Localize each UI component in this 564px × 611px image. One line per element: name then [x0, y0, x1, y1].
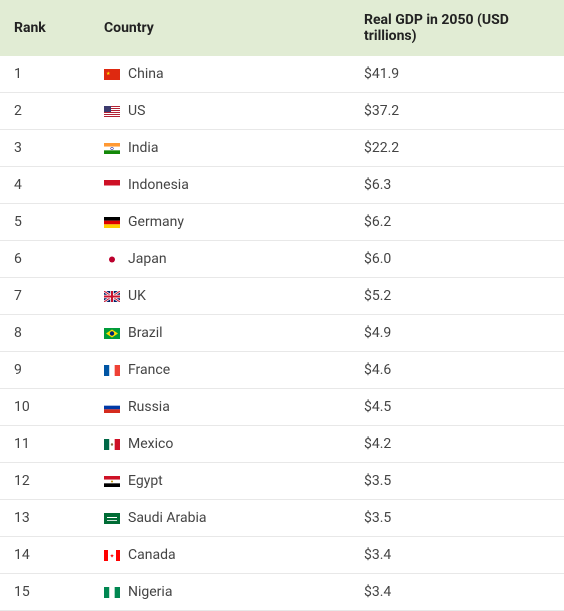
cell-rank: 10: [0, 389, 90, 426]
country-name: China: [128, 66, 164, 82]
cell-gdp: $6.2: [350, 204, 564, 241]
cell-country: Indonesia: [90, 167, 350, 204]
cell-country: ✦ Canada: [90, 537, 350, 574]
cell-rank: 2: [0, 93, 90, 130]
flag-gb-icon: [104, 291, 120, 302]
table-row: 4 Indonesia $6.3: [0, 167, 564, 204]
table-row: 6 Japan $6.0: [0, 241, 564, 278]
flag-ca-icon: ✦: [104, 550, 120, 561]
country-name: Egypt: [128, 473, 163, 489]
cell-rank: 6: [0, 241, 90, 278]
cell-country: India: [90, 130, 350, 167]
table-row: 8 Brazil $4.9: [0, 315, 564, 352]
cell-rank: 1: [0, 56, 90, 93]
flag-de-icon: [104, 217, 120, 228]
cell-rank: 5: [0, 204, 90, 241]
flag-id-icon: [104, 180, 120, 191]
cell-gdp: $6.3: [350, 167, 564, 204]
cell-country: France: [90, 352, 350, 389]
cell-gdp: $6.0: [350, 241, 564, 278]
cell-gdp: $4.2: [350, 426, 564, 463]
cell-rank: 13: [0, 500, 90, 537]
col-header-gdp: Real GDP in 2050 (USD trillions): [350, 0, 564, 56]
country-name: Russia: [128, 399, 170, 415]
table-row: 15 Nigeria $3.4: [0, 574, 564, 611]
country-name: Canada: [128, 547, 176, 563]
flag-br-icon: [104, 328, 120, 339]
country-name: Germany: [128, 214, 184, 230]
cell-country: Nigeria: [90, 574, 350, 611]
cell-gdp: $37.2: [350, 93, 564, 130]
cell-gdp: $4.9: [350, 315, 564, 352]
table-row: 7 UK $5.2: [0, 278, 564, 315]
country-name: France: [128, 362, 170, 378]
col-header-country: Country: [90, 0, 350, 56]
flag-ru-icon: [104, 402, 120, 413]
flag-jp-icon: [104, 254, 120, 265]
cell-country: UK: [90, 278, 350, 315]
table-row: 3 India $22.2: [0, 130, 564, 167]
table-row: 2 US $37.2: [0, 93, 564, 130]
cell-rank: 3: [0, 130, 90, 167]
cell-gdp: $3.5: [350, 500, 564, 537]
col-header-rank: Rank: [0, 0, 90, 56]
flag-us-icon: [104, 106, 120, 117]
flag-sa-icon: [104, 513, 120, 524]
cell-country: ★ China: [90, 56, 350, 93]
flag-in-icon: [104, 143, 120, 154]
cell-country: Mexico: [90, 426, 350, 463]
flag-cn-icon: ★: [104, 69, 120, 80]
cell-rank: 15: [0, 574, 90, 611]
cell-gdp: $22.2: [350, 130, 564, 167]
cell-gdp: $4.6: [350, 352, 564, 389]
country-name: Indonesia: [128, 177, 189, 193]
table-row: 13 Saudi Arabia $3.5: [0, 500, 564, 537]
cell-country: Egypt: [90, 463, 350, 500]
cell-country: Germany: [90, 204, 350, 241]
table-row: 11 Mexico $4.2: [0, 426, 564, 463]
cell-gdp: $4.5: [350, 389, 564, 426]
svg-text:✦: ✦: [109, 553, 114, 560]
cell-rank: 7: [0, 278, 90, 315]
table-row: 12 Egypt $3.5: [0, 463, 564, 500]
table-row: 9 France $4.6: [0, 352, 564, 389]
country-name: Saudi Arabia: [128, 510, 207, 526]
table-row: 14 ✦ Canada $3.4: [0, 537, 564, 574]
country-name: Brazil: [128, 325, 163, 341]
table-row: 5 Germany $6.2: [0, 204, 564, 241]
cell-gdp: $3.4: [350, 537, 564, 574]
gdp-table: Rank Country Real GDP in 2050 (USD trill…: [0, 0, 564, 611]
cell-country: Saudi Arabia: [90, 500, 350, 537]
flag-mx-icon: [104, 439, 120, 450]
country-name: US: [128, 103, 145, 119]
cell-gdp: $3.5: [350, 463, 564, 500]
cell-gdp: $3.4: [350, 574, 564, 611]
country-name: UK: [128, 288, 146, 304]
cell-country: US: [90, 93, 350, 130]
country-name: India: [128, 140, 158, 156]
cell-country: Brazil: [90, 315, 350, 352]
cell-rank: 14: [0, 537, 90, 574]
cell-rank: 11: [0, 426, 90, 463]
cell-rank: 12: [0, 463, 90, 500]
cell-gdp: $41.9: [350, 56, 564, 93]
cell-rank: 4: [0, 167, 90, 204]
country-name: Japan: [128, 251, 167, 267]
flag-ng-icon: [104, 587, 120, 598]
country-name: Nigeria: [128, 584, 172, 600]
table-row: 10 Russia $4.5: [0, 389, 564, 426]
table-row: 1 ★ China $41.9: [0, 56, 564, 93]
svg-text:★: ★: [106, 71, 111, 77]
cell-rank: 9: [0, 352, 90, 389]
table-header-row: Rank Country Real GDP in 2050 (USD trill…: [0, 0, 564, 56]
flag-eg-icon: [104, 476, 120, 487]
cell-country: Russia: [90, 389, 350, 426]
flag-fr-icon: [104, 365, 120, 376]
cell-gdp: $5.2: [350, 278, 564, 315]
cell-country: Japan: [90, 241, 350, 278]
cell-rank: 8: [0, 315, 90, 352]
country-name: Mexico: [128, 436, 173, 452]
